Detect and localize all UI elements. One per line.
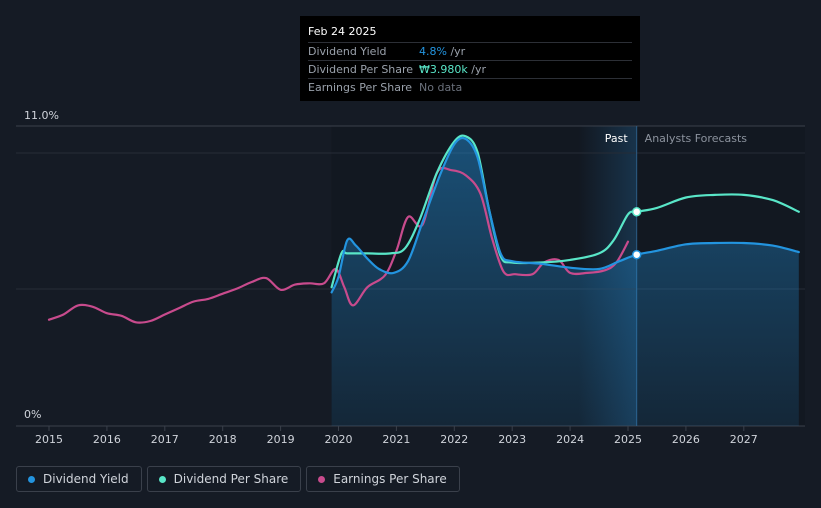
legend-item-dividend-yield[interactable]: Dividend Yield [16, 466, 142, 492]
dividend-per-share-line [330, 134, 800, 289]
x-tick-label: 2024 [556, 433, 584, 446]
legend-item-dividend-per-share[interactable]: Dividend Per Share [146, 466, 302, 492]
hover-tooltip: Feb 24 2025 Dividend Yield 4.8% /yr Divi… [300, 16, 640, 101]
y-axis-label-bottom: 0% [24, 408, 41, 421]
x-tick-label: 2027 [730, 433, 758, 446]
chart-legend: Dividend Yield Dividend Per Share Earnin… [16, 466, 460, 492]
x-tick-label: 2026 [672, 433, 700, 446]
tooltip-value: 4.8% [419, 45, 447, 58]
x-tick-label: 2020 [325, 433, 353, 446]
earnings-per-share-line [47, 166, 630, 324]
tooltip-row-earnings-per-share: Earnings Per Share No data [308, 79, 632, 96]
past-label: Past [605, 132, 629, 145]
x-tick-label: 2021 [382, 433, 410, 446]
x-tick-label: 2015 [35, 433, 63, 446]
tooltip-unit: /yr [467, 63, 486, 76]
forecast-label: Analysts Forecasts [645, 132, 748, 145]
tooltip-value: No data [419, 81, 463, 94]
tooltip-row-dividend-per-share: Dividend Per Share ₩3.980k /yr [308, 61, 632, 79]
tooltip-date: Feb 24 2025 [308, 22, 632, 43]
tooltip-label: Dividend Yield [308, 45, 387, 58]
y-axis-label-top: 11.0% [24, 109, 59, 122]
tooltip-label: Dividend Per Share [308, 63, 414, 76]
tooltip-unit: /yr [446, 45, 466, 58]
legend-label: Earnings Per Share [333, 472, 447, 486]
tooltip-value: ₩3.980k [419, 63, 468, 76]
dividend-yield-area [331, 138, 799, 426]
x-tick-label: 2018 [209, 433, 237, 446]
dividend-per-share-marker [631, 207, 642, 217]
dividend-yield-line [330, 136, 800, 294]
x-tick-label: 2019 [267, 433, 295, 446]
dividend-yield-marker [631, 249, 642, 260]
legend-label: Dividend Yield [43, 472, 129, 486]
x-tick-label: 2016 [93, 433, 121, 446]
x-tick-label: 2017 [151, 433, 179, 446]
legend-label: Dividend Per Share [173, 472, 289, 486]
tooltip-row-dividend-yield: Dividend Yield 4.8% /yr [308, 43, 632, 61]
x-tick-label: 2023 [498, 433, 526, 446]
legend-dot-icon [318, 475, 326, 483]
legend-dot-icon [158, 475, 166, 483]
legend-item-earnings-per-share[interactable]: Earnings Per Share [306, 466, 460, 492]
legend-dot-icon [28, 475, 35, 483]
tooltip-label: Earnings Per Share [308, 81, 413, 94]
x-tick-label: 2025 [614, 433, 642, 446]
x-tick-label: 2022 [440, 433, 468, 446]
